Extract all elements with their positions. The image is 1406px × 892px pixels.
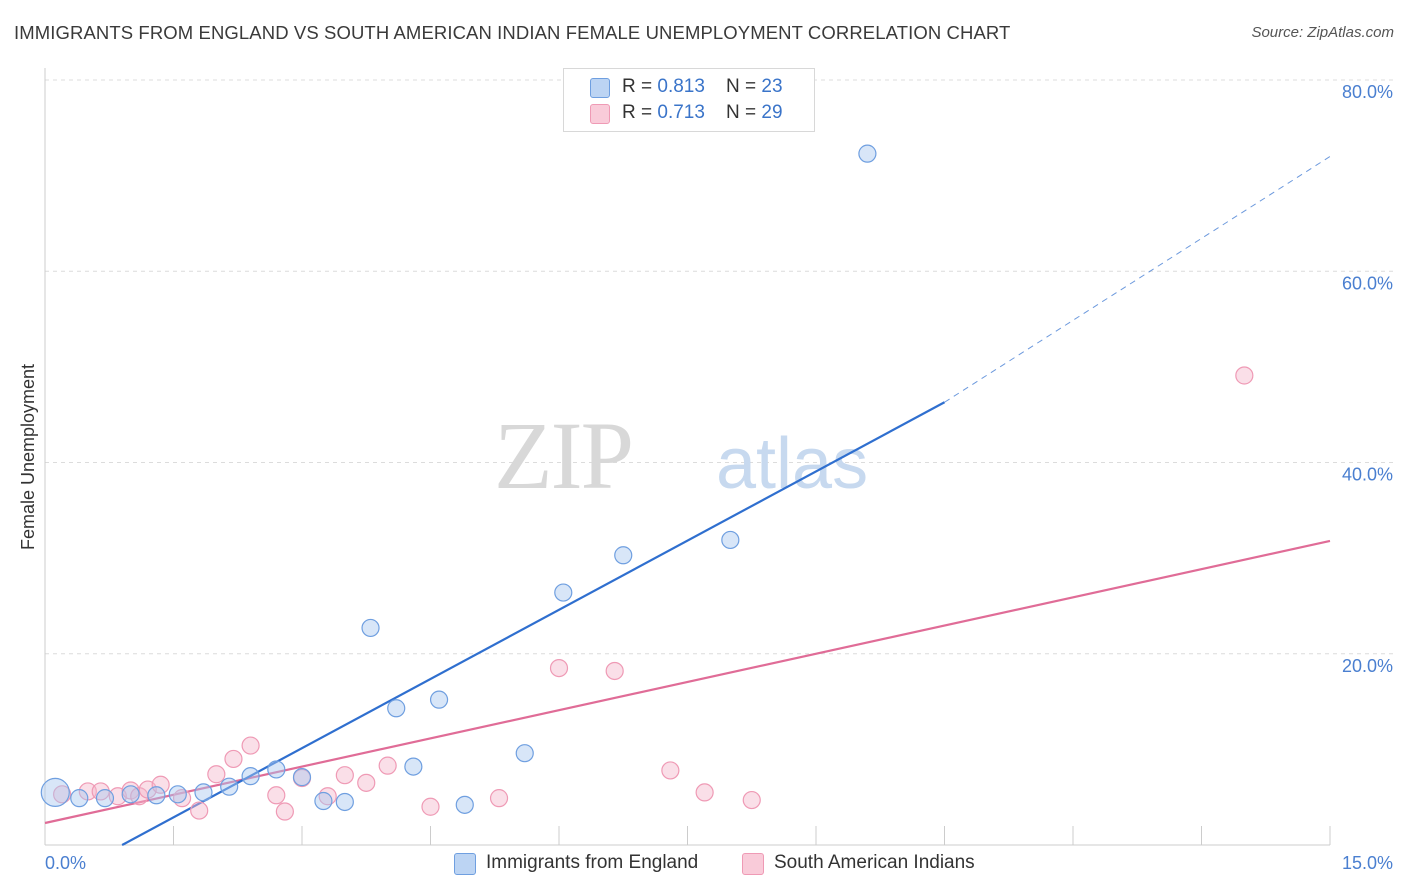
- point-south-american: [267, 786, 286, 805]
- point-england: [70, 789, 89, 808]
- legend-swatch-england: [590, 78, 610, 98]
- point-south-american: [742, 790, 761, 810]
- point-south-american: [190, 801, 209, 820]
- point-england: [95, 789, 115, 808]
- point-england: [241, 767, 260, 786]
- trend-line-england-extension: [944, 156, 1331, 403]
- point-south-american: [661, 761, 680, 780]
- x-tick-label-max: 15.0%: [1342, 853, 1393, 873]
- r-value-south-american: 0.713: [657, 102, 705, 123]
- trend-lines: [44, 156, 1331, 846]
- legend-swatch-south-american: [590, 104, 610, 124]
- bottom-legend-label-south-american: South American Indians: [774, 852, 975, 873]
- point-south-american: [275, 802, 294, 821]
- point-england: [554, 583, 573, 602]
- point-england: [404, 757, 423, 776]
- point-england: [361, 618, 380, 638]
- point-south-american: [224, 749, 243, 769]
- point-england: [335, 792, 354, 812]
- n-value-south-american: 29: [761, 102, 783, 123]
- point-england: [455, 795, 474, 814]
- point-england: [147, 786, 166, 805]
- r-value-england: 0.813: [657, 76, 705, 97]
- axes: [44, 68, 1331, 846]
- x-tick-label-min: 0.0%: [45, 853, 86, 873]
- point-south-american: [335, 766, 354, 785]
- point-england: [314, 791, 333, 811]
- n-value-england: 23: [761, 76, 783, 97]
- data-points: [40, 144, 1254, 821]
- watermark-atlas: atlas: [716, 424, 868, 504]
- point-england: [168, 785, 187, 804]
- point-south-american: [1235, 366, 1254, 385]
- point-south-american: [695, 783, 714, 802]
- bottom-swatch-south-american: [742, 853, 764, 875]
- point-england: [387, 699, 406, 718]
- point-south-american: [378, 756, 397, 775]
- point-england: [858, 144, 877, 163]
- point-england: [515, 744, 534, 763]
- bottom-swatch-england: [454, 853, 476, 875]
- y-tick-label: 40.0%: [1342, 465, 1393, 485]
- correlation-legend: R = 0.813 N = 23 R = 0.713 N = 29: [563, 68, 815, 132]
- chart-title: IMMIGRANTS FROM ENGLAND VS SOUTH AMERICA…: [14, 22, 1011, 43]
- bottom-legend-label-england: Immigrants from England: [486, 852, 699, 873]
- trend-line-england: [121, 401, 946, 846]
- point-england: [429, 690, 449, 709]
- tick-labels: 80.0% 60.0% 40.0% 20.0% 0.0% 15.0%: [45, 82, 1393, 873]
- point-england: [220, 777, 239, 796]
- point-south-american: [605, 661, 624, 681]
- y-tick-label: 20.0%: [1342, 656, 1393, 676]
- chart-source: Source: ZipAtlas.com: [1251, 24, 1394, 41]
- y-tick-label: 60.0%: [1342, 273, 1393, 293]
- y-tick-label: 80.0%: [1342, 82, 1393, 102]
- point-south-american: [357, 773, 376, 792]
- point-england: [267, 760, 286, 779]
- point-south-american: [151, 775, 170, 794]
- point-south-american: [241, 736, 260, 755]
- y-axis-label: Female Unemployment: [18, 364, 38, 550]
- point-england: [40, 777, 70, 808]
- gridlines: [45, 79, 1395, 655]
- point-england: [614, 546, 633, 565]
- trend-line-south-american: [44, 539, 1331, 825]
- watermark-zip: ZIP: [494, 402, 632, 509]
- point-england: [721, 530, 740, 550]
- point-south-american: [421, 797, 440, 816]
- point-south-american: [53, 785, 72, 804]
- point-south-american: [489, 789, 509, 808]
- point-england: [194, 783, 213, 802]
- point-england: [292, 768, 312, 787]
- point-south-american: [207, 765, 226, 784]
- point-south-american: [549, 658, 569, 678]
- point-england: [121, 785, 140, 804]
